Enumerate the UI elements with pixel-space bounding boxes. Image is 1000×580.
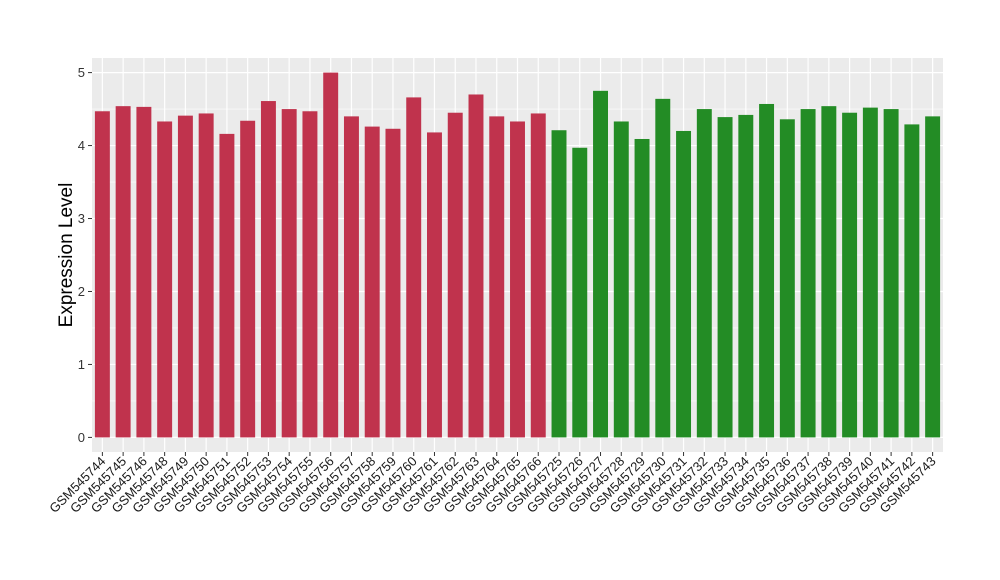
- bar: [260, 101, 276, 438]
- bar: [862, 107, 878, 438]
- bar: [634, 138, 650, 438]
- bar: [676, 130, 692, 438]
- bar: [655, 98, 671, 438]
- bar: [551, 130, 567, 438]
- bar: [94, 111, 110, 438]
- bar: [219, 133, 235, 438]
- y-tick-label: 3: [78, 211, 85, 226]
- bar: [177, 115, 193, 438]
- bar: [759, 103, 775, 438]
- y-tick-label: 5: [78, 65, 85, 80]
- bar: [343, 116, 359, 438]
- bar: [613, 121, 629, 438]
- bar: [904, 124, 920, 438]
- y-axis: 0 1 2 3 4 5: [78, 65, 92, 445]
- bar: [406, 97, 422, 438]
- bar: [842, 112, 858, 438]
- bar: [281, 109, 297, 438]
- bar: [800, 109, 816, 438]
- bar: [489, 116, 505, 438]
- y-tick-label: 0: [78, 430, 85, 445]
- bar: [510, 121, 525, 438]
- bar: [696, 109, 712, 438]
- bar: [572, 147, 588, 438]
- bar: [821, 106, 837, 438]
- bar: [779, 119, 795, 438]
- bar: [427, 132, 442, 438]
- bar: [717, 117, 733, 438]
- bar: [883, 109, 899, 438]
- bar: [240, 120, 256, 438]
- bar: [738, 114, 754, 438]
- bar: [530, 113, 546, 438]
- bar: [925, 116, 941, 438]
- bars: [94, 72, 941, 438]
- bar: [136, 106, 152, 438]
- y-tick-label: 4: [78, 138, 85, 153]
- bar: [198, 113, 214, 438]
- bar: [302, 111, 318, 438]
- bar: [157, 121, 173, 438]
- bar: [364, 126, 380, 438]
- bar: [468, 94, 484, 438]
- x-axis: GSM545744GSM545745GSM545746GSM545748GSM5…: [46, 452, 939, 516]
- bar: [115, 106, 131, 438]
- y-tick-label: 2: [78, 284, 85, 299]
- bar: [593, 90, 608, 438]
- bar: [385, 128, 401, 438]
- y-tick-label: 1: [78, 357, 85, 372]
- y-axis-title: Expression Level: [56, 183, 77, 328]
- bar: [447, 112, 463, 438]
- bar: [323, 72, 339, 438]
